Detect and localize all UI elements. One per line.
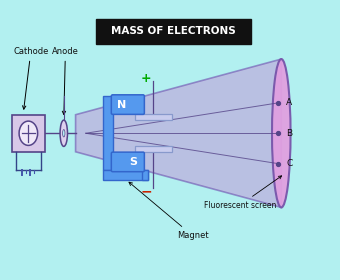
Text: Fluorescent screen: Fluorescent screen <box>204 176 282 210</box>
Text: A: A <box>286 98 292 108</box>
Bar <box>12 115 45 152</box>
Text: Cathode: Cathode <box>13 47 49 109</box>
FancyBboxPatch shape <box>96 18 251 44</box>
Bar <box>135 146 172 152</box>
Text: N: N <box>118 100 127 109</box>
Bar <box>142 170 149 180</box>
Text: +: + <box>141 72 152 85</box>
Polygon shape <box>75 59 281 207</box>
Bar <box>135 114 172 120</box>
FancyBboxPatch shape <box>111 152 144 172</box>
Text: S: S <box>130 157 138 167</box>
Text: Magnet: Magnet <box>129 182 208 240</box>
Text: B: B <box>286 129 292 138</box>
Ellipse shape <box>19 121 38 145</box>
Bar <box>103 170 148 180</box>
Text: MASS OF ELECTRONS: MASS OF ELECTRONS <box>111 26 236 36</box>
Ellipse shape <box>272 59 291 207</box>
Text: C: C <box>286 159 293 168</box>
Bar <box>103 96 113 170</box>
FancyBboxPatch shape <box>111 95 144 114</box>
Text: −: − <box>140 184 152 198</box>
Text: Anode: Anode <box>52 47 79 115</box>
Ellipse shape <box>60 120 67 146</box>
Ellipse shape <box>63 130 65 137</box>
